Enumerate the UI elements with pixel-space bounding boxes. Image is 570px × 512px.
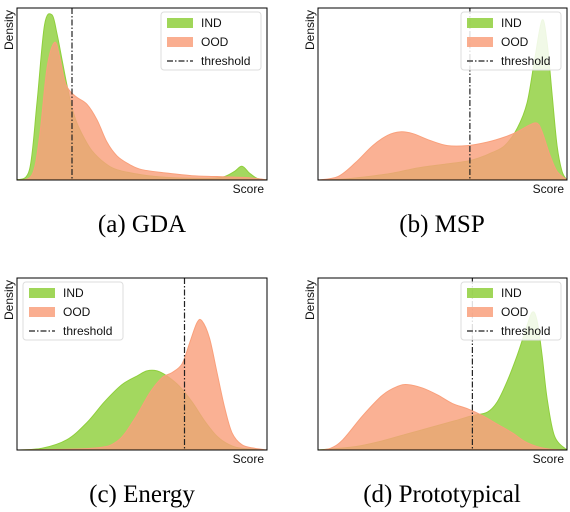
- density-area-ood: [17, 41, 267, 180]
- legend: IND OOD threshold: [460, 281, 562, 341]
- panel-1: Density Score IND OOD threshold (a) GDA: [2, 7, 268, 238]
- density-area-ood: [17, 318, 267, 450]
- legend-swatch-ood: [467, 37, 493, 47]
- panel-caption: (b) MSP: [399, 211, 484, 238]
- legend-label-ind: IND: [501, 286, 522, 300]
- panel-4: Density Score IND OOD threshold (d) Prototypi…: [303, 277, 568, 508]
- legend-swatch-ind: [167, 18, 193, 28]
- density-area-ood: [318, 122, 567, 180]
- legend-swatch-ood: [29, 307, 55, 317]
- legend-label-ood: OOD: [501, 305, 529, 319]
- legend-label-threshold: threshold: [501, 324, 550, 338]
- plot-frame: [16, 7, 268, 181]
- plot-frame: [317, 277, 568, 451]
- x-axis-label: Score: [533, 182, 565, 196]
- legend-label-ind: IND: [201, 16, 222, 30]
- legend-label-ind: IND: [63, 286, 84, 300]
- panel-caption: (a) GDA: [98, 211, 186, 238]
- y-axis-label: Density: [303, 10, 317, 50]
- y-axis-label: Density: [2, 280, 16, 320]
- legend-label-threshold: threshold: [501, 54, 550, 68]
- legend-label-ind: IND: [501, 16, 522, 30]
- panel-caption: (c) Energy: [89, 481, 195, 508]
- x-axis-label: Score: [233, 182, 265, 196]
- legend-swatch-ind: [467, 288, 493, 298]
- legend-label-ood: OOD: [501, 35, 529, 49]
- density-area-ood: [318, 384, 567, 450]
- panel-caption: (d) Prototypical: [363, 481, 521, 508]
- plot-frame: [16, 277, 268, 451]
- legend-swatch-ood: [167, 37, 193, 47]
- panel-2: Density Score IND OOD threshold (b) MSP: [303, 7, 568, 238]
- y-axis-label: Density: [2, 10, 16, 50]
- y-axis-label: Density: [303, 280, 317, 320]
- legend-label-threshold: threshold: [63, 324, 112, 338]
- legend-label-ood: OOD: [63, 305, 91, 319]
- plot-frame: [317, 7, 568, 181]
- x-axis-label: Score: [533, 452, 565, 466]
- panel-3: Density Score IND OOD threshold (c) Energy: [2, 277, 268, 508]
- legend: IND OOD threshold: [460, 11, 562, 71]
- legend-swatch-ind: [29, 288, 55, 298]
- legend-swatch-ood: [467, 307, 493, 317]
- x-axis-label: Score: [233, 452, 265, 466]
- legend-swatch-ind: [467, 18, 493, 28]
- legend: IND OOD threshold: [160, 11, 262, 71]
- legend: IND OOD threshold: [22, 281, 124, 341]
- legend-label-threshold: threshold: [201, 54, 250, 68]
- legend-label-ood: OOD: [201, 35, 229, 49]
